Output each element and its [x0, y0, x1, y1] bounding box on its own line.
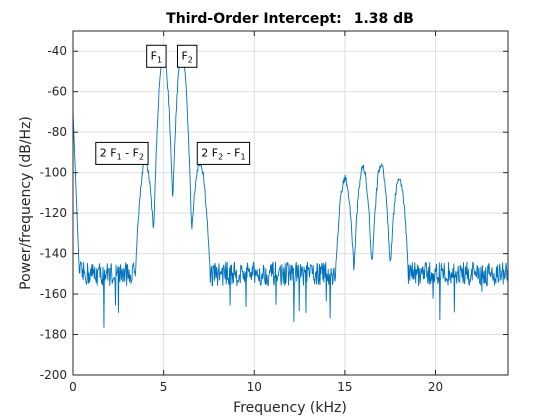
y-tick-label: -120: [40, 206, 67, 220]
annotation-2f1-f2: 2 F1 - F2: [95, 141, 149, 165]
annotation-f2: F2: [176, 44, 198, 68]
grid: [72, 31, 508, 376]
x-ticks: 0 5 10 15 20: [69, 31, 443, 394]
annotation-label: F2: [181, 49, 192, 64]
axes-box: [72, 30, 509, 376]
chart-title: Third-Order Intercept: 1.38 dB: [166, 11, 414, 27]
annotation-label: 2 F1 - F2: [100, 146, 144, 161]
annotation-label: F1: [151, 49, 162, 64]
y-tick-label: -140: [40, 247, 67, 261]
y-tick-label: -60: [47, 85, 67, 99]
y-tick-label: -160: [40, 287, 67, 301]
y-tick-label: -100: [40, 166, 67, 180]
x-tick-label: 0: [69, 380, 77, 394]
x-axis-label: Frequency (kHz): [233, 400, 347, 416]
annotation-2f2-f1: 2 F2 - F1: [196, 141, 251, 165]
y-ticks: -200 -180 -160 -140 -120 -100 -80 -60 -40: [40, 44, 508, 382]
y-tick-label: -200: [40, 368, 67, 382]
x-tick-label: 15: [337, 380, 352, 394]
annotation-box: [196, 141, 251, 165]
annotation-layer: F1 F2 2 F1 - F2 2 F2 - F1: [95, 44, 251, 165]
annotation-label: 2 F2 - F1: [201, 146, 245, 161]
y-axis-label: Power/frequency (dB/Hz): [18, 116, 34, 290]
x-tick-label: 10: [247, 380, 262, 394]
annotation-box: [146, 44, 167, 68]
y-tick-label: -180: [40, 328, 67, 342]
y-tick-label: -40: [47, 44, 67, 58]
annotation-f1: F1: [146, 44, 167, 68]
y-tick-label: -80: [47, 125, 67, 139]
x-tick-label: 5: [160, 380, 168, 394]
x-tick-label: 20: [428, 380, 443, 394]
annotation-box: [176, 44, 198, 68]
plot-area: [73, 31, 508, 375]
annotation-box: [95, 141, 149, 165]
